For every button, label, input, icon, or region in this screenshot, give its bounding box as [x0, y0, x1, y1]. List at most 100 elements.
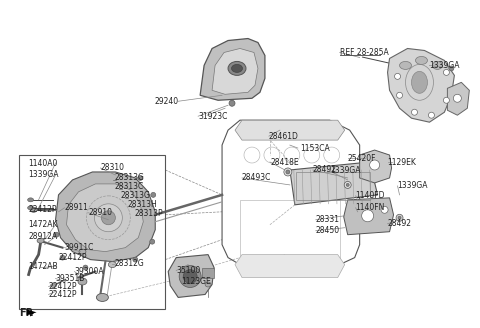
- Ellipse shape: [444, 97, 449, 103]
- Ellipse shape: [229, 100, 235, 106]
- Text: 39911C: 39911C: [64, 243, 94, 252]
- Polygon shape: [447, 82, 469, 115]
- Ellipse shape: [179, 266, 201, 287]
- Ellipse shape: [205, 282, 211, 287]
- Text: 22412P: 22412P: [59, 253, 87, 262]
- Bar: [296, 172, 370, 200]
- Ellipse shape: [228, 61, 246, 75]
- Ellipse shape: [28, 206, 34, 210]
- Text: 22412P: 22412P: [29, 205, 57, 214]
- Text: 39351B: 39351B: [56, 274, 85, 283]
- Ellipse shape: [183, 270, 197, 283]
- Text: 28910: 28910: [88, 208, 112, 217]
- Ellipse shape: [101, 211, 115, 225]
- Text: 39300A: 39300A: [74, 267, 104, 276]
- Ellipse shape: [432, 61, 443, 70]
- Text: FR: FR: [19, 308, 33, 318]
- Text: 28331: 28331: [316, 215, 340, 224]
- Ellipse shape: [411, 109, 418, 115]
- Ellipse shape: [150, 239, 155, 244]
- Text: 1123GE: 1123GE: [181, 277, 211, 286]
- Text: 28418E: 28418E: [271, 157, 300, 167]
- Text: 22412P: 22412P: [48, 282, 77, 291]
- Ellipse shape: [399, 61, 411, 70]
- Polygon shape: [290, 162, 378, 205]
- Text: 1140A0: 1140A0: [29, 158, 58, 168]
- Ellipse shape: [396, 92, 403, 98]
- Text: 29240: 29240: [154, 97, 178, 106]
- Ellipse shape: [395, 73, 400, 79]
- Ellipse shape: [28, 198, 34, 202]
- Text: 1339GA: 1339GA: [430, 61, 460, 70]
- Ellipse shape: [78, 278, 87, 285]
- Ellipse shape: [370, 160, 380, 170]
- Bar: [240, 200, 340, 259]
- Ellipse shape: [50, 283, 57, 287]
- Ellipse shape: [344, 181, 351, 188]
- Text: 28911: 28911: [64, 203, 88, 212]
- Polygon shape: [344, 198, 394, 235]
- Text: 22412P: 22412P: [48, 290, 77, 299]
- Text: 28461D: 28461D: [269, 132, 299, 141]
- Text: 1472AB: 1472AB: [29, 262, 58, 271]
- Text: 25420F: 25420F: [348, 154, 376, 163]
- Ellipse shape: [95, 204, 122, 232]
- Polygon shape: [26, 309, 36, 315]
- Ellipse shape: [151, 193, 156, 197]
- Text: 1129EK: 1129EK: [387, 157, 417, 167]
- Ellipse shape: [30, 207, 37, 212]
- Ellipse shape: [83, 200, 119, 230]
- Text: 1140FD: 1140FD: [356, 191, 385, 200]
- Ellipse shape: [449, 66, 454, 71]
- Ellipse shape: [138, 175, 143, 180]
- Polygon shape: [235, 255, 345, 277]
- Text: 28310: 28310: [100, 163, 124, 173]
- Ellipse shape: [444, 70, 449, 75]
- Polygon shape: [67, 184, 144, 252]
- Ellipse shape: [284, 168, 292, 176]
- Ellipse shape: [361, 210, 373, 222]
- Ellipse shape: [398, 216, 401, 219]
- Ellipse shape: [429, 112, 434, 118]
- Text: 28450: 28450: [316, 226, 340, 235]
- Ellipse shape: [83, 265, 88, 270]
- Ellipse shape: [454, 94, 461, 102]
- Text: 1140FN: 1140FN: [356, 203, 385, 212]
- Text: 31923C: 31923C: [198, 112, 228, 121]
- Ellipse shape: [416, 56, 428, 64]
- Text: 1339GA: 1339GA: [397, 181, 428, 191]
- Ellipse shape: [346, 183, 349, 186]
- Polygon shape: [200, 38, 265, 100]
- Ellipse shape: [411, 72, 428, 93]
- Polygon shape: [168, 255, 214, 297]
- Ellipse shape: [381, 206, 388, 213]
- Polygon shape: [56, 172, 155, 262]
- Ellipse shape: [286, 170, 290, 174]
- Text: 28912A: 28912A: [29, 232, 58, 241]
- Bar: [19, 155, 165, 309]
- Polygon shape: [212, 49, 258, 94]
- Polygon shape: [235, 120, 345, 140]
- Ellipse shape: [231, 64, 242, 72]
- Polygon shape: [360, 150, 392, 183]
- Ellipse shape: [60, 255, 65, 260]
- Text: 1153CA: 1153CA: [300, 144, 330, 153]
- Ellipse shape: [396, 214, 403, 221]
- Text: 28492: 28492: [387, 219, 411, 228]
- Text: 28313G: 28313G: [114, 174, 144, 182]
- Ellipse shape: [54, 232, 59, 237]
- Text: 1339GA: 1339GA: [330, 167, 360, 175]
- Text: 35100: 35100: [176, 266, 201, 275]
- Polygon shape: [387, 49, 455, 122]
- Text: 28493C: 28493C: [242, 174, 271, 182]
- Text: 28313P: 28313P: [134, 209, 163, 218]
- Text: 28312G: 28312G: [114, 259, 144, 268]
- Bar: [202, 268, 214, 277]
- Text: 28492: 28492: [313, 165, 337, 174]
- Text: 28313G: 28313G: [120, 191, 150, 200]
- Text: 28313C: 28313C: [114, 182, 144, 192]
- Ellipse shape: [108, 262, 116, 268]
- Text: 1472AK: 1472AK: [29, 220, 58, 229]
- Ellipse shape: [37, 238, 44, 243]
- Text: 28313H: 28313H: [127, 200, 157, 209]
